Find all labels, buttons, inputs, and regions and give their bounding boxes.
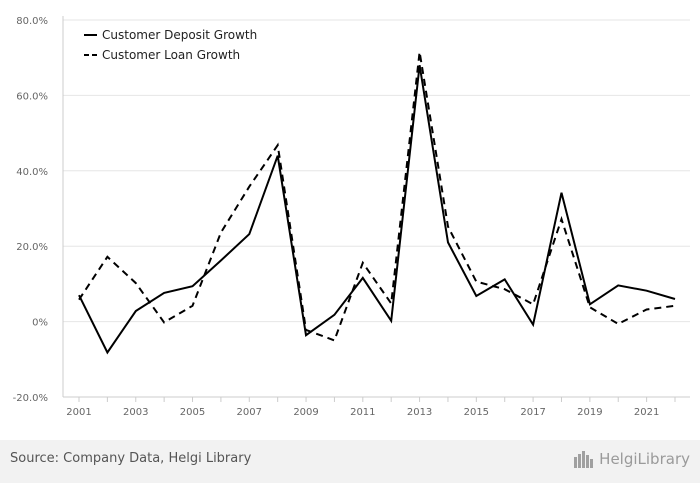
x-tick-label: 2001 (66, 407, 91, 418)
series-line-loan (78, 51, 676, 342)
x-tick-label: 2003 (123, 407, 148, 418)
series-lines (78, 51, 676, 355)
series-line-deposit (78, 65, 676, 355)
legend: Customer Deposit Growth Customer Loan Gro… (84, 28, 257, 62)
legend-label: Customer Loan Growth (102, 48, 240, 62)
brand-logo: HelgiLibrary (573, 447, 690, 471)
x-tick-label: 2011 (350, 407, 375, 418)
y-tick-label: 40.0% (16, 167, 48, 178)
y-tick-label: 0% (32, 318, 48, 329)
line-chart: -20.0% 0% 20.0% 40.0% 60.0% 80.0% 2001 2003 2005… (13, 16, 690, 418)
gridlines (63, 19, 690, 398)
y-tick-label: 80.0% (16, 16, 48, 27)
x-tick-label: 2017 (520, 407, 545, 418)
x-tick-label: 2005 (180, 407, 205, 418)
x-tick-label: 2021 (634, 407, 659, 418)
library-icon (574, 451, 594, 468)
legend-label: Customer Deposit Growth (102, 28, 257, 42)
x-tick-label: 2015 (464, 407, 489, 418)
x-tick-label: 2013 (407, 407, 432, 418)
axes: -20.0% 0% 20.0% 40.0% 60.0% 80.0% 2001 2003 2005… (13, 16, 690, 418)
y-tick-label: -20.0% (13, 393, 48, 404)
source-note: Source: Company Data, Helgi Library (10, 451, 252, 466)
x-tick-label: 2019 (577, 407, 602, 418)
brand-name: HelgiLibrary (599, 450, 690, 468)
x-tick-label: 2009 (293, 407, 318, 418)
y-tick-label: 20.0% (16, 242, 48, 253)
y-tick-label: 60.0% (16, 91, 48, 102)
x-tick-label: 2007 (237, 407, 262, 418)
